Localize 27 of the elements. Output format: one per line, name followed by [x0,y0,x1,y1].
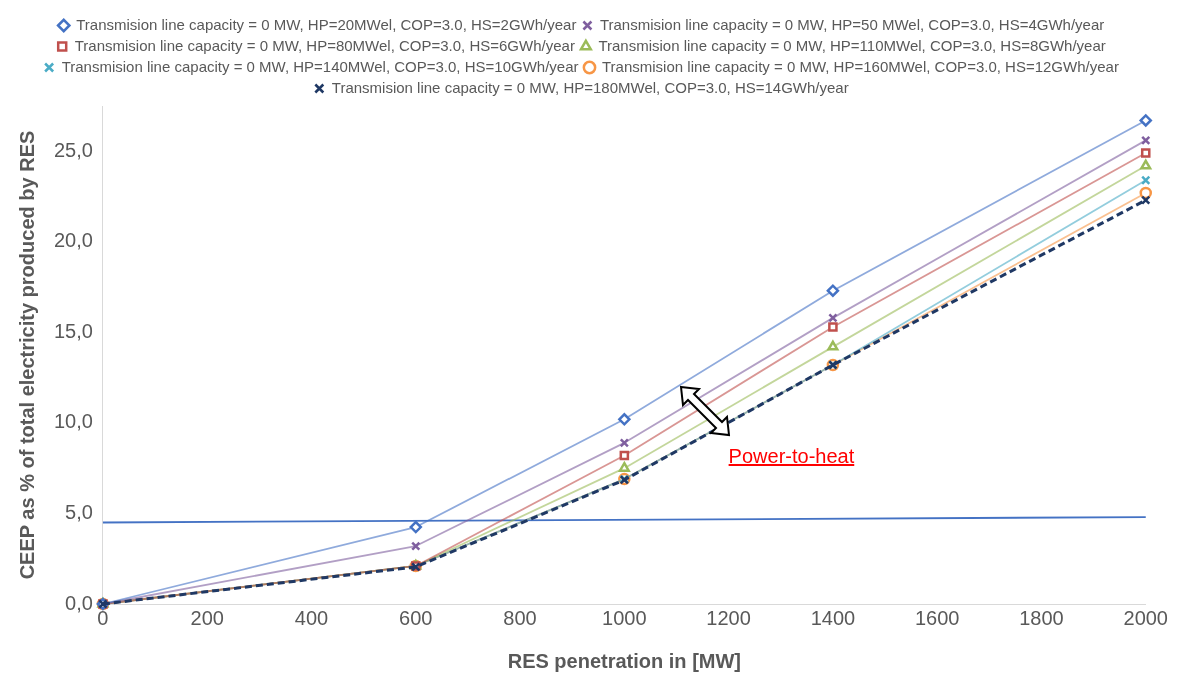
x-tick-label: 800 [503,606,537,629]
legend-label: Transmision line capacity = 0 MW, HP=80MWel, COP=3.0, HS=6GWh/year [74,36,575,54]
legend-label: Transmision line capacity = 0 MW, HP=160MWel, COP=3.0, HS=12GWh/year [602,57,1119,75]
x-tick-label: 1600 [914,606,960,629]
y-tick-label: 20,0 [53,229,93,252]
x-tick-label: 1200 [706,606,751,629]
x-tick-label: 0 [97,606,109,629]
y-axis-title: CEEP as % of total electricity produced by RES [15,130,38,580]
x-tick-label: 600 [399,606,433,629]
x-tick-label: 400 [294,606,329,629]
x-tick-label: 200 [190,606,224,629]
y-tick-label: 15,0 [53,319,93,342]
legend-label: Transmision line capacity = 0 MW, HP=20MWel, COP=3.0, HS=2GWh/year [76,15,577,33]
x-tick-label: 2000 [1123,606,1168,629]
y-tick-label: 5,0 [65,500,93,523]
y-tick-label: 25,0 [53,138,93,161]
annotation: Power-to-heat [728,444,855,468]
legend-label: Transmision line capacity = 0 MW, HP=180MWel, COP=3.0, HS=14GWh/year [331,78,849,96]
legend-label: Transmision line capacity = 0 MW, HP=50 MWel, COP=3.0, HS=4GWh/year [599,15,1105,33]
x-tick-label: 1400 [810,606,856,629]
x-tick-label: 1800 [1019,606,1064,629]
x-tick-label: 1000 [602,606,647,629]
y-tick-label: 0,0 [65,591,93,614]
legend-label: Transmision line capacity = 0 MW, HP=140MWel, COP=3.0, HS=10GWh/year [61,57,579,75]
legend-label: Transmision line capacity = 0 MW, HP=110MWel, COP=3.0, HS=8GWh/year [598,36,1106,54]
x-axis-title: RES penetration in [MW] [507,649,741,672]
y-tick-label: 10,0 [53,410,93,433]
